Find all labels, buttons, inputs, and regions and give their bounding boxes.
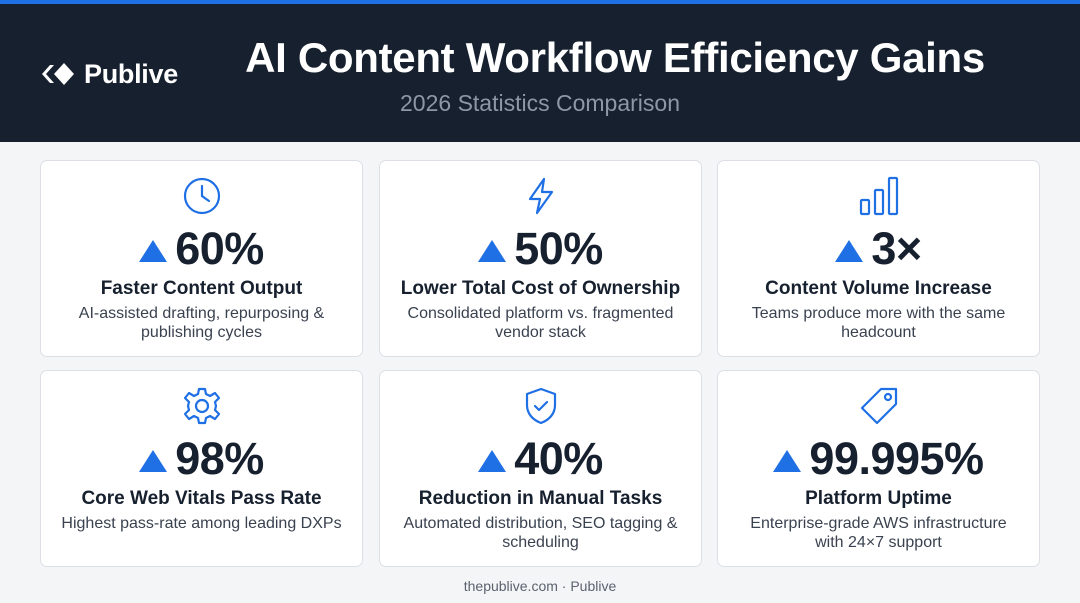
stat-label: Core Web Vitals Pass Rate xyxy=(81,488,322,509)
stat-description: Highest pass-rate among leading DXPs xyxy=(61,515,342,532)
stat-description: Automated distribution, SEO tagging & sc… xyxy=(403,515,678,551)
stat-label: Platform Uptime xyxy=(805,488,952,509)
stat-description: AI-assisted drafting, repurposing & publ… xyxy=(78,305,325,341)
stat-value: 3× xyxy=(871,223,922,274)
up-arrow-icon xyxy=(139,240,168,262)
stat-description: Consolidated platform vs. fragmented ven… xyxy=(407,305,674,341)
publive-logo-icon xyxy=(40,60,78,88)
header: Publive AI Content Workflow Efficiency G… xyxy=(0,4,1080,142)
stat-value: 40% xyxy=(514,433,603,484)
logo[interactable]: Publive xyxy=(40,57,178,91)
stat-card-faster-output: 60% Faster Content Output AI-assisted dr… xyxy=(40,160,363,357)
stat-description: Teams produce more with the same headcou… xyxy=(751,305,1006,341)
lightning-icon xyxy=(521,176,561,216)
stat-value: 50% xyxy=(514,223,603,274)
up-arrow-icon xyxy=(139,450,168,472)
stat-card-platform-uptime: 99.995% Platform Uptime Enterprise-grade… xyxy=(717,370,1040,567)
stat-card-lower-tco: 50% Lower Total Cost of Ownership Consol… xyxy=(379,160,702,357)
stats-grid: 60% Faster Content Output AI-assisted dr… xyxy=(40,160,1040,567)
stat-label: Lower Total Cost of Ownership xyxy=(400,278,681,299)
stat-row: 50% xyxy=(380,223,701,275)
gear-icon xyxy=(182,386,222,426)
stat-row: 3× xyxy=(718,223,1039,275)
stat-label: Faster Content Output xyxy=(100,278,303,299)
stat-row: 98% xyxy=(41,433,362,485)
page-title: AI Content Workflow Efficiency Gains xyxy=(245,34,985,81)
accent-bar xyxy=(0,0,1080,4)
stat-label: Reduction in Manual Tasks xyxy=(418,488,663,509)
up-arrow-icon xyxy=(478,240,507,262)
shield-check-icon xyxy=(521,386,561,426)
up-arrow-icon xyxy=(478,450,507,472)
bar-chart-icon xyxy=(859,176,899,216)
clock-icon xyxy=(182,176,222,216)
stat-row: 40% xyxy=(380,433,701,485)
footer-text: thepublive.com · Publive xyxy=(463,578,617,594)
stat-card-core-web-vitals: 98% Core Web Vitals Pass Rate Highest pa… xyxy=(40,370,363,567)
up-arrow-icon xyxy=(835,240,864,262)
stat-card-manual-tasks: 40% Reduction in Manual Tasks Automated … xyxy=(379,370,702,567)
stat-value: 99.995% xyxy=(809,433,984,484)
logo-text: Publive xyxy=(84,58,178,89)
page-subtitle: 2026 Statistics Comparison xyxy=(400,90,680,116)
stat-value: 98% xyxy=(175,433,264,484)
stat-description: Enterprise-grade AWS infrastructure with… xyxy=(750,515,1007,551)
stat-card-content-volume: 3× Content Volume Increase Teams produce… xyxy=(717,160,1040,357)
stat-row: 60% xyxy=(41,223,362,275)
tag-icon xyxy=(859,386,899,426)
stat-row: 99.995% xyxy=(718,433,1039,485)
up-arrow-icon xyxy=(773,450,802,472)
stat-value: 60% xyxy=(175,223,264,274)
stat-label: Content Volume Increase xyxy=(765,278,992,299)
